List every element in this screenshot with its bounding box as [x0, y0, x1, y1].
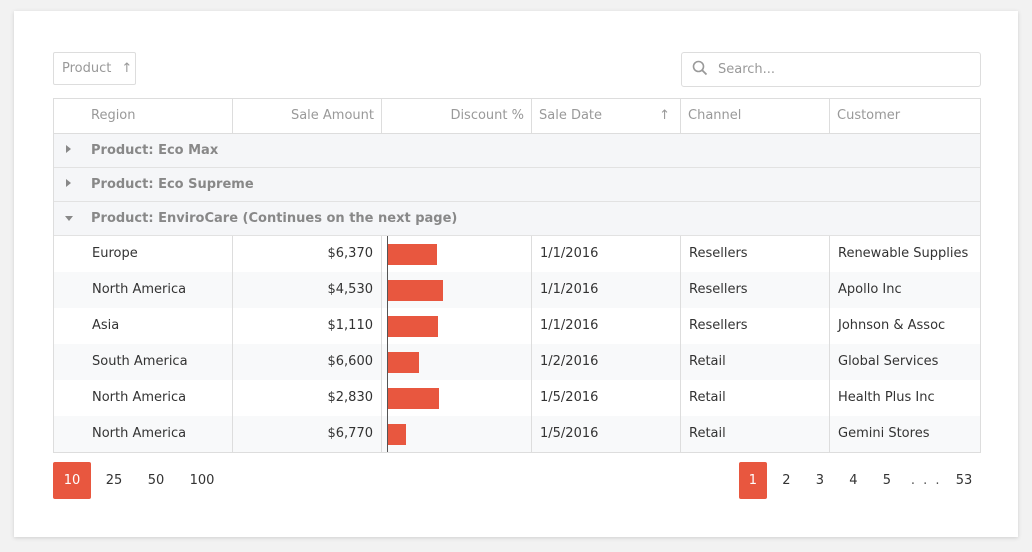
table-row[interactable]: North America $4,530 1/1/2016 Resellers Apol…	[54, 272, 980, 308]
column-header-label: Sale Date	[539, 108, 603, 123]
pagination: 1 2 3 4 5 . . . 53	[733, 462, 981, 499]
table-row[interactable]: North America $2,830 1/5/2016 Retail Health …	[54, 380, 980, 416]
cell-customer: Renewable Supplies	[829, 236, 980, 272]
search-icon	[692, 60, 708, 80]
discount-bar-axis	[387, 416, 388, 452]
cell-discount	[381, 272, 531, 308]
cell-sale-date: 1/1/2016	[531, 272, 680, 308]
expand-arrow-icon[interactable]	[66, 179, 71, 187]
cell-sale-date: 1/5/2016	[531, 380, 680, 416]
page-button-3[interactable]: 3	[815, 473, 824, 488]
table-row[interactable]: South America $6,600 1/2/2016 Retail Global …	[54, 344, 980, 380]
cell-customer: Health Plus Inc	[829, 380, 980, 416]
column-header-label: Sale Amount	[290, 108, 374, 123]
cell-sale-amount: $4,530	[232, 272, 381, 308]
column-header-region[interactable]: Region	[84, 99, 232, 133]
group-row-eco-max[interactable]: Product: Eco Max	[54, 134, 980, 168]
search-input[interactable]	[716, 61, 970, 78]
cell-customer: Global Services	[829, 344, 980, 380]
cell-sale-date: 1/5/2016	[531, 416, 680, 452]
cell-region: North America	[92, 282, 187, 297]
collapse-arrow-icon[interactable]	[65, 216, 73, 221]
cell-sale-date: 1/1/2016	[531, 236, 680, 272]
cell-channel: Retail	[680, 416, 829, 452]
column-header-label: Discount %	[450, 108, 524, 123]
cell-discount	[381, 416, 531, 452]
column-header-sale-amount[interactable]: Sale Amount	[232, 99, 381, 133]
column-header-label: Channel	[688, 108, 742, 123]
group-row-label: Product: Eco Max	[91, 143, 219, 158]
cell-region: Europe	[92, 246, 138, 261]
cell-discount	[381, 308, 531, 344]
cell-sale-date: 1/2/2016	[531, 344, 680, 380]
cell-sale-amount: $1,110	[232, 308, 381, 344]
discount-bar-axis	[387, 344, 388, 380]
cell-sale-amount: $6,770	[232, 416, 381, 452]
search-box[interactable]	[681, 52, 981, 87]
column-header-label: Customer	[837, 108, 901, 123]
table-row[interactable]: North America $6,770 1/5/2016 Retail Gemini …	[54, 416, 980, 452]
cell-channel: Resellers	[680, 308, 829, 344]
page-button-4[interactable]: 4	[849, 473, 858, 488]
grid-header: Region Sale Amount Discount % Sale Date …	[54, 99, 980, 134]
page-button-5[interactable]: 5	[882, 473, 891, 488]
discount-bar	[388, 352, 419, 373]
cell-sale-amount: $2,830	[232, 380, 381, 416]
cell-channel: Retail	[680, 344, 829, 380]
group-row-label: Product: EnviroCare (Continues on the ne…	[91, 211, 458, 226]
table-row[interactable]: Asia $1,110 1/1/2016 Resellers Johnson & Ass…	[54, 308, 980, 344]
cell-channel: Resellers	[680, 236, 829, 272]
page-button-2[interactable]: 2	[782, 473, 791, 488]
page-button-last[interactable]: 53	[955, 473, 973, 488]
sort-ascending-icon: ↑	[659, 108, 670, 123]
group-row-label: Product: Eco Supreme	[91, 177, 254, 192]
page-size-selector: 10 25 50 100	[53, 462, 229, 499]
page-size-10[interactable]: 10	[53, 462, 91, 499]
data-grid-card: Product ↑ Region Sale Amount Discount % …	[14, 11, 1018, 537]
cell-region: Asia	[92, 318, 120, 333]
discount-bar-axis	[387, 236, 388, 272]
column-header-label: Region	[91, 108, 136, 123]
page-size-100[interactable]: 100	[189, 473, 215, 488]
cell-sale-date: 1/1/2016	[531, 308, 680, 344]
sort-ascending-icon: ↑	[121, 61, 133, 76]
column-header-sale-date[interactable]: Sale Date ↑	[531, 99, 680, 133]
cell-discount	[381, 236, 531, 272]
discount-bar	[388, 280, 443, 301]
cell-sale-amount: $6,370	[232, 236, 381, 272]
cell-discount	[381, 380, 531, 416]
group-by-product-chip[interactable]: Product ↑	[53, 52, 136, 85]
group-row-envirocare[interactable]: Product: EnviroCare (Continues on the ne…	[54, 202, 980, 236]
cell-channel: Resellers	[680, 272, 829, 308]
cell-customer: Gemini Stores	[829, 416, 980, 452]
cell-region: North America	[92, 426, 187, 441]
discount-bar	[388, 316, 438, 337]
page-button-1[interactable]: 1	[738, 462, 767, 499]
discount-bar-axis	[387, 380, 388, 416]
cell-customer: Johnson & Assoc	[829, 308, 980, 344]
cell-channel: Retail	[680, 380, 829, 416]
expand-arrow-icon[interactable]	[66, 145, 71, 153]
cell-sale-amount: $6,600	[232, 344, 381, 380]
table-row[interactable]: Europe $6,370 1/1/2016 Resellers Renewable S…	[54, 236, 980, 272]
pagination-ellipsis: . . .	[910, 473, 942, 488]
column-header-discount[interactable]: Discount %	[381, 99, 531, 133]
data-grid: Region Sale Amount Discount % Sale Date …	[53, 98, 981, 453]
discount-bar	[388, 244, 437, 265]
group-row-eco-supreme[interactable]: Product: Eco Supreme	[54, 168, 980, 202]
group-chip-label: Product	[62, 61, 112, 76]
cell-region: South America	[92, 354, 188, 369]
page-size-25[interactable]: 25	[105, 473, 123, 488]
column-header-channel[interactable]: Channel	[680, 99, 829, 133]
cell-customer: Apollo Inc	[829, 272, 980, 308]
cell-region: North America	[92, 390, 187, 405]
cell-discount	[381, 344, 531, 380]
discount-bar	[388, 424, 406, 445]
discount-bar-axis	[387, 308, 388, 344]
column-header-customer[interactable]: Customer	[829, 99, 980, 133]
page-size-50[interactable]: 50	[147, 473, 165, 488]
discount-bar	[388, 388, 439, 409]
discount-bar-axis	[387, 272, 388, 308]
